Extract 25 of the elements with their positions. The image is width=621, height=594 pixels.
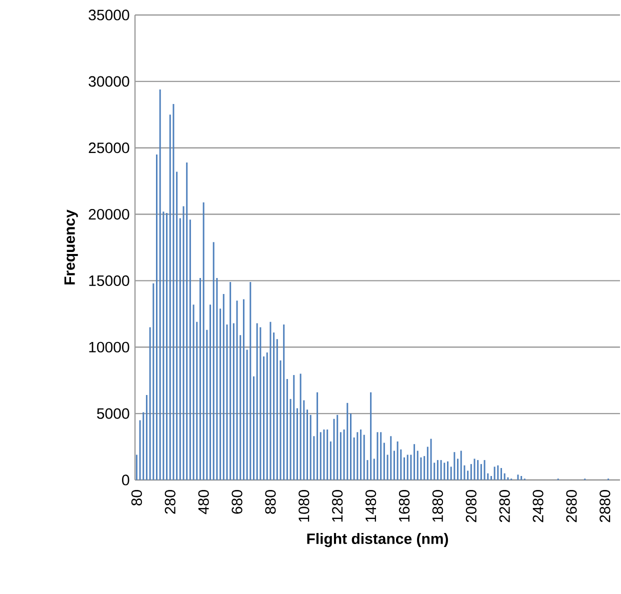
y-tick-label: 30000: [88, 76, 130, 87]
y-tick-label: 25000: [88, 142, 130, 154]
x-tick-label: 80: [131, 490, 142, 506]
x-tick-label: 680: [232, 490, 242, 514]
x-tick-label: 1680: [398, 490, 410, 522]
x-tick-label: 480: [198, 490, 209, 514]
x-tick-label: 1880: [432, 490, 444, 522]
y-tick-label: 0: [122, 474, 130, 486]
x-tick-label: 280: [164, 490, 176, 514]
y-tick-label: 5000: [97, 408, 130, 419]
x-tick-label: 2080: [466, 490, 476, 522]
x-tick-label: 2680: [566, 490, 577, 522]
x-tick-label: 1480: [365, 490, 376, 522]
x-tick-label: 1280: [332, 490, 343, 522]
x-tick-label: 2480: [532, 490, 544, 522]
x-tick-label: 880: [265, 490, 276, 514]
x-axis-title: Flight distance (nm): [307, 533, 448, 548]
x-tick-label: 2880: [600, 490, 610, 522]
y-tick-label: 35000: [88, 10, 130, 20]
x-tick-label: 1080: [298, 490, 310, 522]
y-tick-label: 10000: [89, 342, 130, 352]
x-tick-label: 2280: [499, 490, 510, 522]
y-tick-label: 20000: [88, 208, 130, 220]
y-axis-title: Frequency: [64, 210, 78, 284]
y-tick-label: 15000: [89, 275, 130, 286]
